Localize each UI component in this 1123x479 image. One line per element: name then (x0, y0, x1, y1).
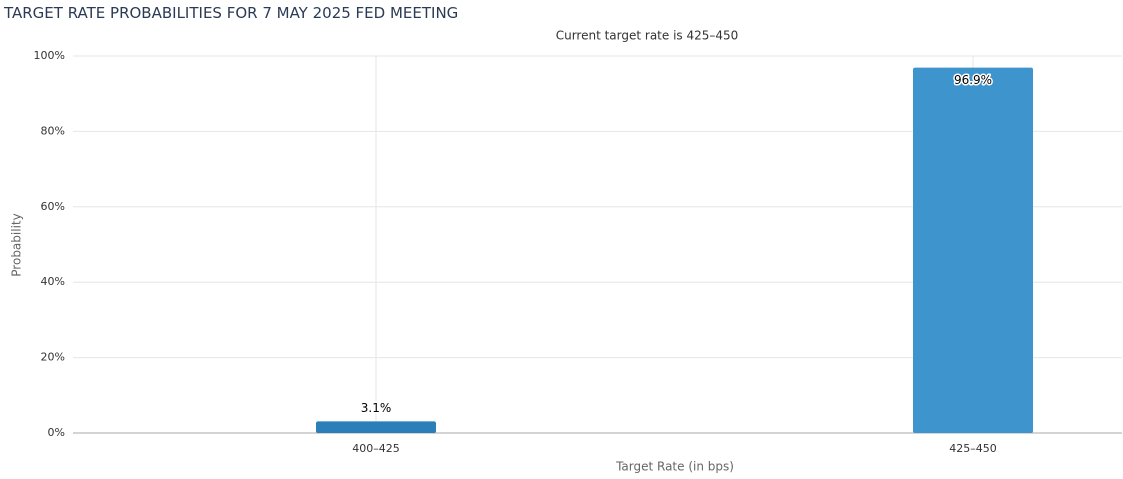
x-tick-label: 425–450 (949, 442, 997, 455)
y-tick-label: 100% (34, 49, 65, 62)
bar (913, 67, 1033, 433)
chart-title: TARGET RATE PROBABILITIES FOR 7 MAY 2025… (3, 4, 458, 22)
data-label: 3.1% (361, 401, 392, 415)
y-tick-label: 0% (48, 426, 65, 439)
y-axis-title: Probability (10, 213, 24, 276)
y-tick-label: 20% (41, 351, 65, 364)
x-axis-title: Target Rate (in bps) (615, 460, 734, 474)
y-tick-label: 80% (41, 124, 65, 137)
y-tick-label: 40% (41, 275, 65, 288)
x-tick-label: 400–425 (352, 442, 400, 455)
bar (316, 421, 436, 433)
y-tick-label: 60% (41, 200, 65, 213)
data-label: 96.9% (954, 73, 992, 87)
chart-subtitle: Current target rate is 425–450 (556, 29, 739, 43)
